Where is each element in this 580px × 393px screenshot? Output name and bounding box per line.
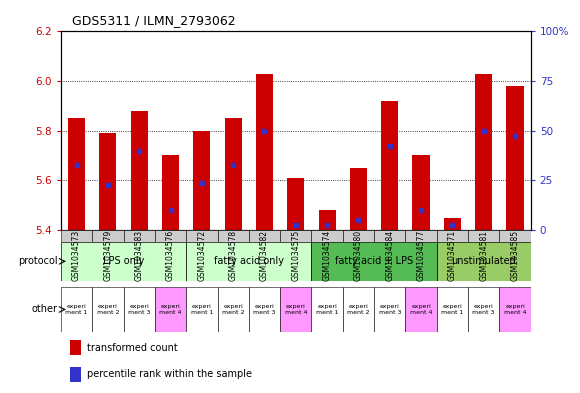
Bar [155, 287, 186, 332]
Bar [256, 73, 273, 230]
Bar [61, 230, 92, 242]
Bar [124, 230, 155, 242]
Text: fatty acid only: fatty acid only [214, 256, 284, 266]
Text: GSM1034577: GSM1034577 [416, 230, 426, 281]
Bar [311, 242, 437, 281]
Bar [374, 287, 405, 332]
Text: GSM1034584: GSM1034584 [385, 230, 394, 281]
Text: percentile rank within the sample: percentile rank within the sample [87, 369, 252, 379]
Text: experi
ment 1: experi ment 1 [316, 304, 338, 315]
Text: experi
ment 4: experi ment 4 [285, 304, 307, 315]
Text: GSM1034578: GSM1034578 [229, 230, 238, 281]
Text: GSM1034583: GSM1034583 [135, 230, 144, 281]
Bar [437, 287, 468, 332]
Text: GSM1034573: GSM1034573 [72, 230, 81, 281]
Bar [405, 230, 437, 242]
Text: experi
ment 4: experi ment 4 [410, 304, 432, 315]
Bar [475, 73, 492, 230]
Bar [162, 156, 179, 230]
Bar [437, 230, 468, 242]
Bar [186, 230, 218, 242]
Text: fatty acid + LPS: fatty acid + LPS [335, 256, 413, 266]
Text: GDS5311 / ILMN_2793062: GDS5311 / ILMN_2793062 [72, 15, 236, 28]
Bar [68, 118, 85, 230]
Bar [99, 133, 117, 230]
Bar [374, 230, 405, 242]
Text: GSM1034571: GSM1034571 [448, 230, 457, 281]
Text: GSM1034581: GSM1034581 [479, 230, 488, 281]
Bar [343, 230, 374, 242]
Bar [249, 287, 280, 332]
Bar [444, 217, 461, 230]
Text: GSM1034585: GSM1034585 [510, 230, 520, 281]
Text: experi
ment 4: experi ment 4 [504, 304, 526, 315]
Bar [280, 230, 311, 242]
Text: GSM1034579: GSM1034579 [103, 230, 113, 281]
Text: GSM1034580: GSM1034580 [354, 230, 363, 281]
Text: GSM1034572: GSM1034572 [197, 230, 206, 281]
Bar [311, 230, 343, 242]
Bar [92, 287, 124, 332]
Bar [287, 178, 305, 230]
Bar [186, 242, 311, 281]
Bar [224, 118, 242, 230]
Bar [405, 287, 437, 332]
Text: GSM1034575: GSM1034575 [291, 230, 300, 281]
Bar [350, 168, 367, 230]
Text: experi
ment 1: experi ment 1 [66, 304, 88, 315]
Text: experi
ment 3: experi ment 3 [253, 304, 276, 315]
Text: experi
ment 3: experi ment 3 [473, 304, 495, 315]
Text: experi
ment 2: experi ment 2 [222, 304, 244, 315]
Bar [499, 287, 531, 332]
Bar [468, 230, 499, 242]
Bar [130, 111, 148, 230]
Text: GSM1034576: GSM1034576 [166, 230, 175, 281]
Text: experi
ment 4: experi ment 4 [160, 304, 182, 315]
Text: experi
ment 2: experi ment 2 [97, 304, 119, 315]
Text: other: other [32, 305, 58, 314]
Bar [70, 340, 81, 355]
Bar [92, 230, 124, 242]
Text: GSM1034574: GSM1034574 [322, 230, 332, 281]
Bar [155, 230, 186, 242]
Text: transformed count: transformed count [87, 343, 177, 353]
Bar [218, 287, 249, 332]
Bar [61, 287, 92, 332]
Bar [70, 367, 81, 382]
Bar [193, 130, 211, 230]
Bar [499, 230, 531, 242]
Text: unstimulated: unstimulated [451, 256, 516, 266]
Text: experi
ment 3: experi ment 3 [128, 304, 150, 315]
Bar [318, 210, 336, 230]
Bar [311, 287, 343, 332]
Bar [61, 242, 186, 281]
Text: experi
ment 2: experi ment 2 [347, 304, 369, 315]
Bar [468, 287, 499, 332]
Bar [506, 86, 524, 230]
Text: experi
ment 1: experi ment 1 [191, 304, 213, 315]
Text: experi
ment 1: experi ment 1 [441, 304, 463, 315]
Bar [381, 101, 398, 230]
Bar [280, 287, 311, 332]
Text: protocol: protocol [19, 256, 58, 266]
Text: GSM1034582: GSM1034582 [260, 230, 269, 281]
Text: LPS only: LPS only [103, 256, 144, 266]
Text: experi
ment 3: experi ment 3 [379, 304, 401, 315]
Bar [186, 287, 218, 332]
Bar [249, 230, 280, 242]
Bar [218, 230, 249, 242]
Bar [437, 242, 531, 281]
Bar [412, 156, 430, 230]
Bar [124, 287, 155, 332]
Bar [343, 287, 374, 332]
